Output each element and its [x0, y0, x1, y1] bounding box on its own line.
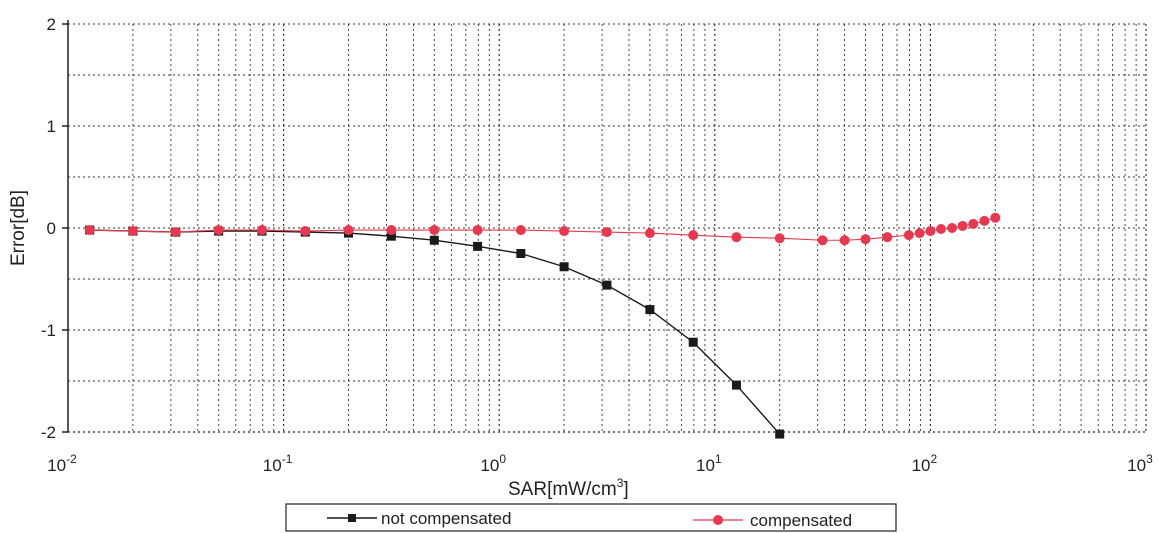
- x-axis-title-close: ]: [623, 479, 628, 500]
- series-line-compensated: [89, 217, 996, 241]
- data-point-compensated: [472, 225, 483, 236]
- data-point-compensated: [257, 225, 268, 236]
- legend-box: [285, 503, 897, 532]
- x-tick-exponent: -1: [282, 452, 293, 466]
- data-point-compensated: [644, 228, 655, 239]
- data-point-compensated: [386, 225, 397, 236]
- x-tick-label: 100: [480, 452, 506, 475]
- x-tick-exponent: 3: [1146, 452, 1153, 466]
- data-point-compensated: [957, 220, 968, 231]
- data-point-compensated: [936, 224, 947, 235]
- data-point-compensated: [688, 230, 699, 241]
- y-tick-label: -1: [41, 321, 56, 340]
- x-tick-base: 10: [263, 456, 282, 475]
- x-tick-label: 102: [912, 452, 938, 475]
- y-axis-title: Error[dB]: [8, 190, 29, 266]
- legend-marker-square: [348, 514, 356, 522]
- data-point-compensated: [213, 225, 224, 236]
- data-point-compensated: [914, 228, 925, 239]
- data-point-compensated: [731, 232, 742, 243]
- y-tick-label: 0: [47, 219, 56, 238]
- legend-marker-circle: [713, 515, 723, 525]
- data-point-not-compensated: [602, 280, 612, 290]
- data-point-compensated: [968, 218, 979, 229]
- data-point-compensated: [882, 232, 893, 243]
- data-point-compensated: [559, 226, 570, 237]
- data-point-compensated: [925, 226, 936, 237]
- legend: not compensated compensated: [285, 503, 897, 532]
- data-point-compensated: [343, 225, 354, 236]
- legend-label-compensated: compensated: [750, 511, 852, 530]
- data-point-not-compensated: [429, 235, 439, 245]
- data-point-compensated: [601, 227, 612, 238]
- data-point-compensated: [860, 234, 871, 245]
- data-point-not-compensated: [645, 305, 655, 315]
- x-tick-base: 10: [696, 456, 715, 475]
- data-point-not-compensated: [516, 249, 526, 258]
- data-point-not-compensated: [775, 429, 785, 439]
- data-point-not-compensated: [559, 262, 569, 272]
- series-layer: [84, 212, 1001, 439]
- axes: [62, 20, 1146, 433]
- data-point-compensated: [515, 225, 526, 236]
- data-point-compensated: [300, 226, 311, 237]
- data-point-compensated: [429, 225, 440, 236]
- x-tick-exponent: 1: [715, 452, 722, 466]
- x-tick-base: 10: [47, 456, 66, 475]
- legend-item-not-compensated: not compensated: [327, 509, 511, 528]
- x-tick-base: 10: [1127, 456, 1146, 475]
- x-axis-title-sup: 3: [617, 476, 624, 490]
- y-tick-label: -2: [41, 423, 56, 442]
- x-tick-exponent: -2: [66, 452, 77, 466]
- data-point-compensated: [774, 233, 785, 244]
- x-tick-label: 103: [1127, 452, 1153, 475]
- data-point-compensated: [990, 212, 1001, 223]
- data-point-not-compensated: [688, 337, 698, 347]
- data-point-compensated: [903, 230, 914, 241]
- tick-labels: 210-1-210-2 10-1 100 101 102 103: [41, 15, 1153, 475]
- x-tick-label: 10-1: [263, 452, 293, 475]
- data-point-compensated: [170, 227, 181, 238]
- grid: [68, 23, 1147, 432]
- legend-label-not-compensated: not compensated: [381, 509, 511, 528]
- data-point-not-compensated: [731, 380, 741, 390]
- x-tick-exponent: 0: [499, 452, 506, 466]
- x-tick-exponent: 2: [931, 452, 938, 466]
- x-axis-title-main: SAR[mW/cm: [508, 479, 617, 500]
- data-point-compensated: [947, 223, 958, 233]
- data-point-compensated: [84, 225, 95, 236]
- x-tick-base: 10: [480, 456, 499, 475]
- y-tick-label: 1: [47, 117, 56, 136]
- data-point-compensated: [839, 235, 850, 246]
- data-point-compensated: [979, 215, 990, 226]
- data-point-compensated: [127, 226, 138, 237]
- x-tick-label: 10-2: [47, 452, 77, 475]
- x-tick-label: 101: [696, 452, 722, 475]
- x-axis-title: SAR[mW/cm3]: [508, 476, 629, 500]
- x-tick-base: 10: [912, 456, 931, 475]
- data-point-compensated: [817, 235, 828, 246]
- data-point-not-compensated: [386, 231, 396, 241]
- data-point-not-compensated: [473, 241, 483, 251]
- legend-item-compensated: compensated: [693, 511, 852, 530]
- y-tick-label: 2: [47, 15, 56, 34]
